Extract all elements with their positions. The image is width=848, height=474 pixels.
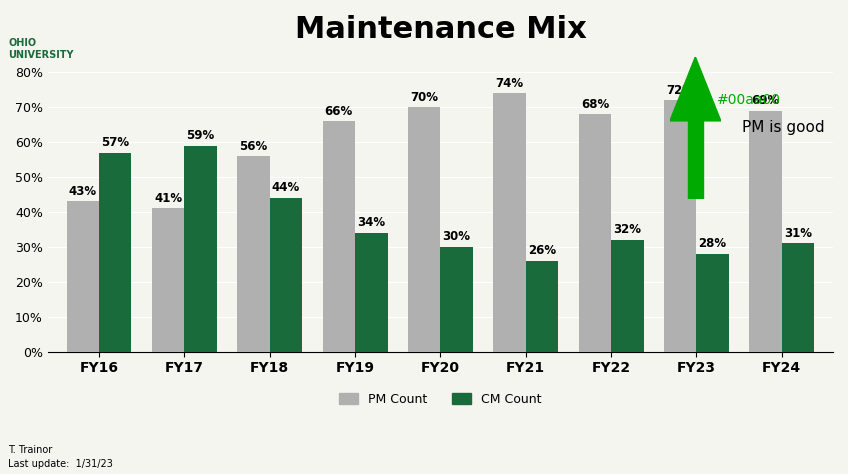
Text: 30%: 30% xyxy=(443,230,471,244)
Text: 43%: 43% xyxy=(69,185,97,198)
Text: 28%: 28% xyxy=(699,237,727,250)
Title: Maintenance Mix: Maintenance Mix xyxy=(294,15,586,44)
Bar xyxy=(750,110,782,352)
Text: #00aa00: #00aa00 xyxy=(717,93,780,107)
Bar xyxy=(152,209,184,352)
Text: Last update:  1/31/23: Last update: 1/31/23 xyxy=(8,459,114,469)
Bar xyxy=(408,107,440,352)
Text: 66%: 66% xyxy=(325,105,353,118)
Bar xyxy=(184,146,217,352)
Bar xyxy=(270,198,302,352)
Text: 32%: 32% xyxy=(613,223,641,237)
Text: OHIO
UNIVERSITY: OHIO UNIVERSITY xyxy=(8,38,74,60)
Text: T. Trainor: T. Trainor xyxy=(8,445,53,455)
Text: 72%: 72% xyxy=(667,83,695,97)
Bar xyxy=(494,93,526,352)
Bar xyxy=(440,247,473,352)
Legend: PM Count, CM Count: PM Count, CM Count xyxy=(334,388,547,411)
Text: 70%: 70% xyxy=(410,91,438,104)
Bar xyxy=(782,244,814,352)
Bar xyxy=(237,156,270,352)
Text: 26%: 26% xyxy=(528,245,556,257)
Text: PM is good: PM is good xyxy=(742,120,824,136)
Bar xyxy=(322,121,355,352)
Polygon shape xyxy=(670,57,721,121)
Text: 44%: 44% xyxy=(272,182,300,194)
Bar xyxy=(526,261,558,352)
Bar xyxy=(67,201,99,352)
Bar xyxy=(664,100,696,352)
Bar xyxy=(696,254,729,352)
Text: 59%: 59% xyxy=(187,129,215,142)
Text: 31%: 31% xyxy=(784,227,812,240)
Text: 74%: 74% xyxy=(495,77,523,90)
Bar xyxy=(99,153,131,352)
Bar xyxy=(611,240,644,352)
Bar xyxy=(688,111,703,199)
Bar xyxy=(355,233,388,352)
Bar xyxy=(578,114,611,352)
Text: 68%: 68% xyxy=(581,98,609,110)
Text: 41%: 41% xyxy=(154,192,182,205)
Text: 69%: 69% xyxy=(751,94,779,107)
Text: 34%: 34% xyxy=(357,217,385,229)
Text: 56%: 56% xyxy=(239,139,268,153)
Text: 57%: 57% xyxy=(101,136,130,149)
